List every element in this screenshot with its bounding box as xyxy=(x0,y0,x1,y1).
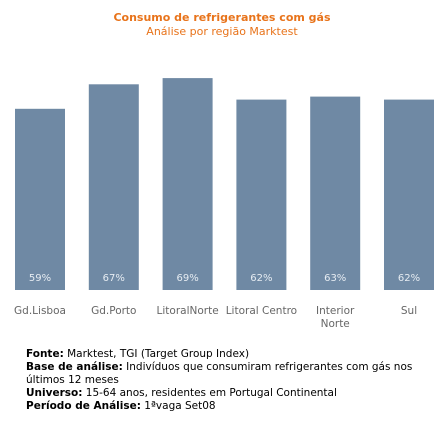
universe-label: Universo: xyxy=(26,387,83,399)
category-label-interior-norte: Interior Norte xyxy=(316,305,355,330)
value-label-litoralnorte: 69% xyxy=(176,273,198,284)
chart-title: Consumo de refrigerantes com gás xyxy=(113,11,331,24)
bar-chart: 59% Gd.Lisboa 67% Gd.Porto 69% LitoralNorte 62… xyxy=(14,78,434,330)
universe-note: Universo: 15-64 anos, residentes em Port… xyxy=(26,387,438,400)
base-text: Indivíduos que consumiram refrigerantes … xyxy=(26,361,413,386)
base-note: Base de análise: Indivíduos que consumir… xyxy=(26,361,438,387)
value-label-sul: 62% xyxy=(398,273,420,284)
category-label-litoral-centro: Litoral Centro xyxy=(226,305,297,317)
bar-litoral-centro xyxy=(236,99,287,290)
category-label-sul: Sul xyxy=(401,305,417,317)
period-note: Período de Análise: 1ªvaga Set08 xyxy=(26,400,438,413)
source-text: Marktest, TGI (Target Group Index) xyxy=(63,348,250,360)
value-label-gd-porto: 67% xyxy=(103,273,125,284)
bar-interior-norte xyxy=(310,96,361,290)
base-label: Base de análise: xyxy=(26,361,123,373)
chart-subtitle: Análise por região Marktest xyxy=(146,25,298,38)
universe-text: 15-64 anos, residentes em Portugal Conti… xyxy=(82,387,337,399)
period-label: Período de Análise: xyxy=(26,400,141,412)
value-label-gd-lisboa: 59% xyxy=(29,273,51,284)
chart-notes: Fonte: Marktest, TGI (Target Group Index… xyxy=(26,348,438,413)
category-label-gd-lisboa: Gd.Lisboa xyxy=(14,305,66,317)
source-note: Fonte: Marktest, TGI (Target Group Index… xyxy=(26,348,438,361)
category-label-litoralnorte: LitoralNorte xyxy=(157,305,219,317)
bar-litoralnorte xyxy=(162,78,213,290)
bar-sul xyxy=(384,99,434,290)
value-label-litoral-centro: 62% xyxy=(250,273,272,284)
period-text: 1ªvaga Set08 xyxy=(140,400,216,412)
category-label-gd-porto: Gd.Porto xyxy=(91,305,136,317)
source-label: Fonte: xyxy=(26,348,64,360)
value-label-interior-norte: 63% xyxy=(324,273,346,284)
bar-gd-lisboa xyxy=(15,108,65,290)
bar-gd-porto xyxy=(88,84,139,290)
